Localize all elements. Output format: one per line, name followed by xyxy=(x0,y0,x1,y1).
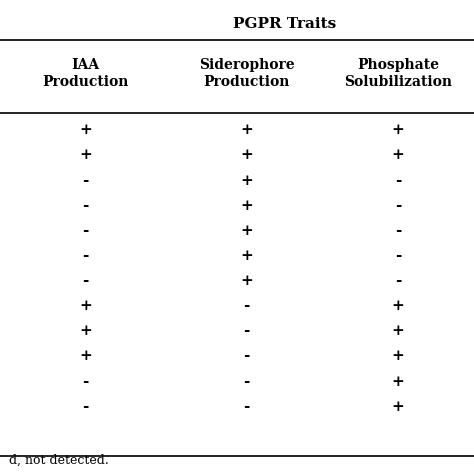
Text: -: - xyxy=(395,249,401,263)
Text: -: - xyxy=(395,199,401,213)
Text: -: - xyxy=(395,274,401,288)
Text: d, not detected.: d, not detected. xyxy=(9,454,109,467)
Text: +: + xyxy=(240,224,253,238)
Text: -: - xyxy=(243,400,250,414)
Text: -: - xyxy=(395,173,401,188)
Text: -: - xyxy=(82,224,89,238)
Text: -: - xyxy=(243,374,250,389)
Text: -: - xyxy=(243,324,250,338)
Text: -: - xyxy=(82,173,89,188)
Text: +: + xyxy=(392,123,404,137)
Text: -: - xyxy=(82,249,89,263)
Text: +: + xyxy=(79,324,91,338)
Text: -: - xyxy=(82,374,89,389)
Text: +: + xyxy=(79,349,91,364)
Text: Siderophore
Production: Siderophore Production xyxy=(199,58,294,89)
Text: +: + xyxy=(240,199,253,213)
Text: -: - xyxy=(82,274,89,288)
Text: +: + xyxy=(240,123,253,137)
Text: +: + xyxy=(392,400,404,414)
Text: +: + xyxy=(240,173,253,188)
Text: IAA
Production: IAA Production xyxy=(42,58,128,89)
Text: +: + xyxy=(79,123,91,137)
Text: Phosphate
Solubilization: Phosphate Solubilization xyxy=(344,58,452,89)
Text: +: + xyxy=(240,148,253,163)
Text: +: + xyxy=(240,249,253,263)
Text: +: + xyxy=(392,374,404,389)
Text: PGPR Traits: PGPR Traits xyxy=(233,17,336,31)
Text: +: + xyxy=(79,148,91,163)
Text: -: - xyxy=(243,349,250,364)
Text: +: + xyxy=(79,299,91,313)
Text: +: + xyxy=(240,274,253,288)
Text: +: + xyxy=(392,148,404,163)
Text: -: - xyxy=(82,400,89,414)
Text: -: - xyxy=(243,299,250,313)
Text: -: - xyxy=(395,224,401,238)
Text: -: - xyxy=(82,199,89,213)
Text: +: + xyxy=(392,324,404,338)
Text: +: + xyxy=(392,349,404,364)
Text: +: + xyxy=(392,299,404,313)
